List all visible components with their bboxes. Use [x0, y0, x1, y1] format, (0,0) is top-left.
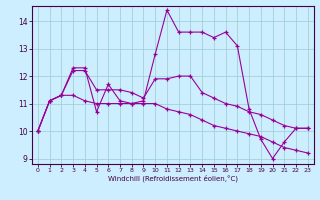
X-axis label: Windchill (Refroidissement éolien,°C): Windchill (Refroidissement éolien,°C) [108, 175, 238, 182]
